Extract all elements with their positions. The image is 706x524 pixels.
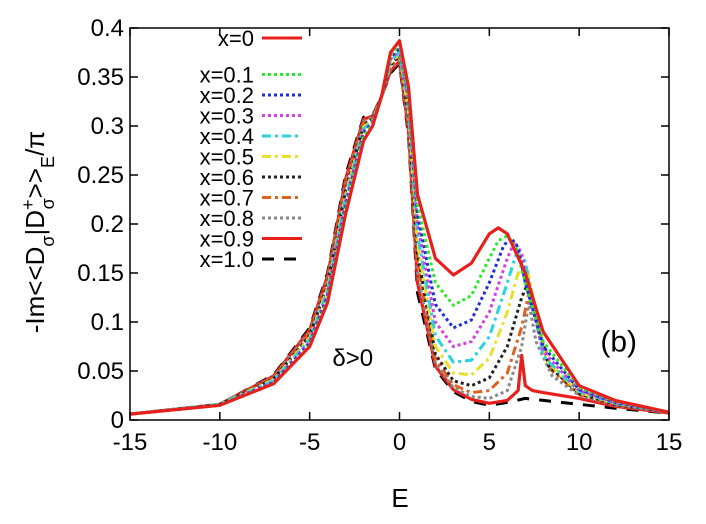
legend-label-3: x=0.3 [200,104,254,129]
y-tick-label: 0 [111,407,124,434]
x-tick-label: -10 [202,429,237,456]
series-line-3 [129,48,670,416]
x-tick-label: -15 [113,429,148,456]
annotation-panel-label: (b) [600,325,637,358]
y-tick-label: 0.05 [77,358,124,385]
x-tick-label: -5 [299,429,320,456]
legend-label-2: x=0.2 [200,83,254,108]
annotations: δ>0 (b) [332,325,637,372]
legend-label-8: x=0.8 [200,206,254,231]
series-line-0 [129,39,670,416]
legend: x=0x=0.1x=0.2x=0.3x=0.4x=0.5x=0.6x=0.7x=… [200,26,302,272]
x-tick-label: 15 [656,429,683,456]
legend-label-7: x=0.7 [200,186,254,211]
legend-label-4: x=0.4 [200,124,254,149]
x-tick-label: 0 [393,429,406,456]
y-tick-label: 0.25 [77,162,124,189]
y-axis-label: -Im<<Dσ|D+σ>>E/π [18,131,58,334]
x-tick-label: 10 [566,429,593,456]
x-axis-label: E [391,483,408,513]
series-line-1 [129,43,670,416]
y-tick-label: 0.4 [91,15,124,42]
legend-label-9: x=0.9 [200,227,254,252]
legend-label-1: x=0.1 [200,63,254,88]
y-tick-label: 0.15 [77,260,124,287]
plot-area [129,39,670,416]
legend-label-5: x=0.5 [200,145,254,170]
y-tick-label: 0.2 [91,211,124,238]
annotation-delta: δ>0 [332,345,373,372]
ticks: -15 -10 -5 0 5 10 15 0 0.05 0.1 0.15 0.2 0.25 0.3 0.35… [77,15,682,456]
y-tick-label: 0.1 [91,309,124,336]
x-tick-label: 5 [483,429,496,456]
legend-label-10: x=1.0 [200,247,254,272]
legend-label-6: x=0.6 [200,165,254,190]
y-tick-label: 0.35 [77,64,124,91]
legend-label-0: x=0 [218,26,254,51]
y-tick-label: 0.3 [91,113,124,140]
